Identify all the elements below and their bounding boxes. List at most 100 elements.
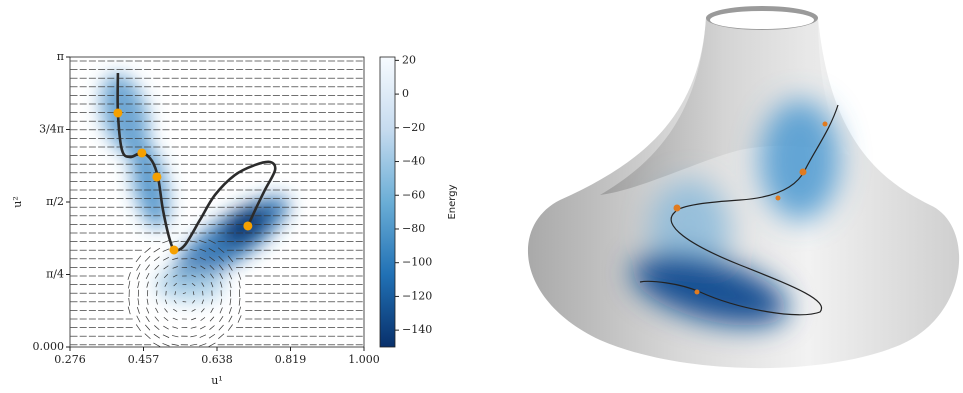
- quiver-dash: [171, 241, 178, 242]
- colorbar-tick-label: −140: [402, 323, 432, 336]
- quiver-dash: [155, 308, 158, 313]
- quiver-dash: [220, 308, 222, 314]
- quiver-dash: [163, 335, 169, 338]
- waypoint: [113, 108, 122, 117]
- quiver-dash: [218, 334, 224, 339]
- quiver-dash: [154, 257, 159, 261]
- quiver-dash: [145, 248, 151, 253]
- quiver-dash: [191, 318, 196, 320]
- quiver-dash: [146, 273, 149, 279]
- quiver-dash: [200, 335, 206, 338]
- quiver-dash: [145, 334, 151, 339]
- colorbar-tick-label: −100: [402, 256, 432, 269]
- quiver-dash: [201, 317, 205, 320]
- quiver-dash: [209, 343, 216, 347]
- quiver-dash: [238, 315, 241, 322]
- quiver-dash: [136, 264, 140, 270]
- quiver-dash: [190, 336, 196, 337]
- quiver-dash: [191, 327, 197, 328]
- quiver-dash: [211, 299, 212, 304]
- x-tick-label: 1.000: [348, 353, 380, 366]
- quiver-dash: [209, 334, 215, 338]
- y-tick-label: π: [57, 50, 64, 63]
- quiver-dash: [147, 299, 148, 305]
- quiver-dash: [145, 325, 150, 330]
- quiver-dash: [164, 317, 168, 320]
- quiver-dash: [229, 316, 232, 322]
- quiver-dash: [172, 344, 179, 345]
- quiver-dash: [164, 266, 169, 269]
- quiver-dash: [239, 298, 240, 306]
- quiver-dash: [163, 257, 169, 260]
- quiver-dash: [128, 281, 129, 289]
- quiver-dash: [128, 307, 130, 315]
- colorbar-tick-label: −80: [402, 222, 425, 235]
- x-tick-label: 0.819: [275, 353, 307, 366]
- quiver-dash: [155, 274, 158, 279]
- quiver-dash: [136, 324, 140, 330]
- quiver-dash: [137, 273, 140, 280]
- quiver-dash: [154, 325, 159, 329]
- waypoint: [152, 172, 161, 181]
- quiver-dash: [199, 344, 206, 346]
- quiver-dash: [172, 327, 178, 329]
- quiver-dash: [172, 258, 178, 260]
- quiver-dash: [164, 308, 167, 312]
- quiver-dash: [155, 317, 159, 322]
- quiver-dash: [230, 298, 231, 305]
- quiver-dash: [146, 307, 148, 313]
- quiver-dash: [239, 281, 240, 288]
- quiver-dash: [238, 272, 241, 279]
- waypoint: [243, 221, 252, 230]
- quiver-dash: [221, 299, 222, 305]
- colorbar-tick-label: 0: [402, 87, 409, 100]
- x-tick-label: 0.457: [128, 353, 160, 366]
- quiver-dash: [162, 240, 169, 243]
- y-tick-label: π/4: [46, 267, 64, 280]
- y-tick-label: 3/4π: [39, 122, 64, 135]
- quiver-dash: [155, 265, 159, 269]
- waypoint: [137, 148, 146, 157]
- quiver-dash: [219, 325, 224, 330]
- quiver-dash: [210, 317, 214, 321]
- quiver-dash: [230, 281, 232, 288]
- quiver-dash: [163, 326, 168, 329]
- quiver-dash: [209, 326, 214, 330]
- quiver-dash: [173, 309, 177, 311]
- colorbar-tick-label: −20: [402, 121, 425, 134]
- colorbar-label: Energy: [447, 184, 458, 219]
- quiver-dash: [211, 308, 214, 313]
- quiver-dash: [229, 307, 231, 314]
- quiver-dash: [163, 343, 170, 346]
- quiver-dash: [239, 307, 241, 314]
- quiver-dash: [200, 326, 205, 329]
- quiver-dash: [228, 324, 232, 330]
- quiver-dash: [145, 256, 150, 261]
- y-axis-label: u²: [11, 196, 24, 208]
- quiver-dash: [138, 281, 140, 288]
- colorbar: [380, 57, 395, 347]
- quiver-dash: [173, 318, 178, 320]
- colorbar-tick-label: −40: [402, 155, 425, 168]
- quiver-dash: [229, 273, 232, 280]
- quiver-dash: [153, 343, 160, 347]
- x-axis-label: u¹: [211, 374, 223, 387]
- surface-3d: [528, 6, 959, 368]
- quiver-dash: [129, 298, 130, 306]
- quiver-dash: [201, 309, 204, 313]
- quiver-dash: [219, 316, 223, 322]
- quiver-dash: [190, 344, 197, 345]
- y-tick-label: π/2: [46, 195, 64, 208]
- quiver-dash: [156, 299, 157, 304]
- quiver-dash: [154, 248, 160, 252]
- quiver-dash: [137, 316, 140, 323]
- quiver-dash: [136, 256, 141, 262]
- y-tick-label: 0.000: [33, 340, 65, 353]
- quiver-dash: [128, 272, 131, 279]
- quiver-dash: [165, 300, 167, 304]
- colorbar-tick-label: −120: [402, 289, 432, 302]
- quiver-dash: [147, 282, 149, 288]
- quiver-dash: [137, 307, 139, 314]
- quiver-dash: [172, 335, 178, 337]
- quiver-dash: [146, 265, 150, 271]
